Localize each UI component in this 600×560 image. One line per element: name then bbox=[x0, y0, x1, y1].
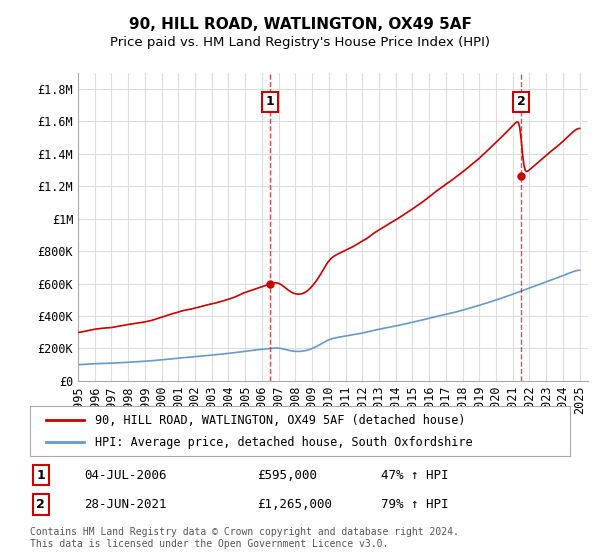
Text: 2: 2 bbox=[517, 95, 526, 109]
Text: 47% ↑ HPI: 47% ↑ HPI bbox=[381, 469, 449, 482]
Text: 79% ↑ HPI: 79% ↑ HPI bbox=[381, 498, 449, 511]
Text: 04-JUL-2006: 04-JUL-2006 bbox=[84, 469, 167, 482]
Text: 28-JUN-2021: 28-JUN-2021 bbox=[84, 498, 167, 511]
Text: 1: 1 bbox=[37, 469, 45, 482]
Text: Contains HM Land Registry data © Crown copyright and database right 2024.
This d: Contains HM Land Registry data © Crown c… bbox=[30, 527, 459, 549]
Point bbox=[517, 171, 526, 180]
Text: Price paid vs. HM Land Registry's House Price Index (HPI): Price paid vs. HM Land Registry's House … bbox=[110, 36, 490, 49]
Point bbox=[265, 280, 275, 289]
Text: 2: 2 bbox=[37, 498, 45, 511]
Text: 90, HILL ROAD, WATLINGTON, OX49 5AF: 90, HILL ROAD, WATLINGTON, OX49 5AF bbox=[128, 17, 472, 32]
Text: HPI: Average price, detached house, South Oxfordshire: HPI: Average price, detached house, Sout… bbox=[95, 436, 472, 449]
Text: 90, HILL ROAD, WATLINGTON, OX49 5AF (detached house): 90, HILL ROAD, WATLINGTON, OX49 5AF (det… bbox=[95, 414, 466, 427]
Text: £1,265,000: £1,265,000 bbox=[257, 498, 332, 511]
Text: 1: 1 bbox=[266, 95, 275, 109]
Text: £595,000: £595,000 bbox=[257, 469, 317, 482]
